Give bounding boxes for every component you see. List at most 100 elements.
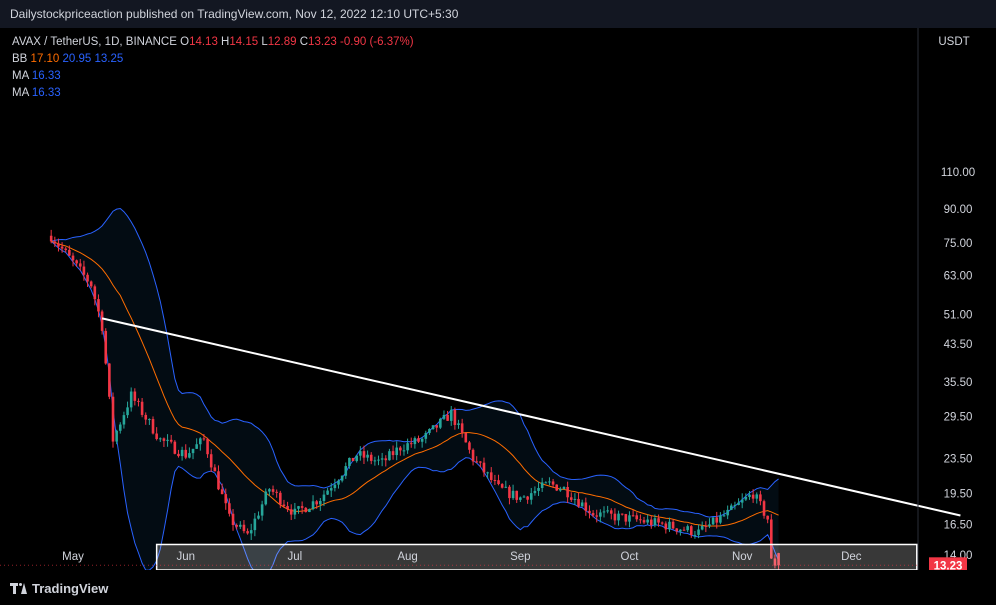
candle-body <box>344 466 348 476</box>
price-tick-label: 43.50 <box>944 339 973 351</box>
candle <box>93 284 97 306</box>
candle <box>555 484 559 492</box>
candle-body <box>526 496 529 500</box>
candle <box>239 521 242 530</box>
descending-trendline[interactable] <box>101 317 961 517</box>
candle-body <box>540 482 544 488</box>
candle <box>300 501 304 514</box>
time-tick-label: Jul <box>288 551 303 563</box>
candle <box>711 517 715 525</box>
candle-body <box>115 430 118 442</box>
legend-ma1-row[interactable]: MA 16.33 <box>12 68 414 85</box>
candle-body <box>246 531 249 534</box>
candle <box>235 523 238 530</box>
time-tick-label: Nov <box>732 551 753 563</box>
candle-body <box>533 490 537 494</box>
time-tick-label: Dec <box>841 551 862 563</box>
candle-body <box>68 249 71 256</box>
candle-body <box>428 429 431 433</box>
candle <box>100 309 104 335</box>
legend-ma2-row[interactable]: MA 16.33 <box>12 85 414 102</box>
candle <box>315 499 318 509</box>
candle-body <box>322 494 326 501</box>
candle <box>740 493 744 509</box>
candle <box>417 435 420 443</box>
candle-body <box>711 517 715 525</box>
candle-body <box>631 515 635 517</box>
candle-body <box>311 501 315 510</box>
candle-body <box>53 241 57 244</box>
candle <box>508 485 511 505</box>
candle-body <box>486 472 489 474</box>
candle-body <box>300 506 304 508</box>
candle <box>493 474 497 486</box>
candle <box>689 524 693 538</box>
candle <box>624 513 628 526</box>
candle-body <box>231 513 235 525</box>
candle <box>231 509 235 531</box>
chart-legend: AVAX / TetherUS, 1D, BINANCE O14.13 H14.… <box>12 34 414 102</box>
candle <box>68 245 71 256</box>
candle <box>71 252 75 267</box>
bollinger-basis-line <box>51 240 779 527</box>
candle-body <box>599 512 602 517</box>
candle-body <box>348 457 351 467</box>
last-price-badge[interactable] <box>929 557 967 570</box>
candle <box>762 499 766 519</box>
candle-body <box>166 439 169 441</box>
time-tick-label: Jun <box>176 551 195 563</box>
candle <box>249 523 253 540</box>
symbol-title[interactable]: AVAX / TetherUS, 1D, BINANCE <box>12 36 177 48</box>
candle <box>151 416 155 435</box>
candle-body <box>522 496 526 498</box>
candle <box>617 510 620 526</box>
candle-body <box>624 514 628 522</box>
candle-body <box>399 447 402 451</box>
candle-body <box>613 513 617 521</box>
candle <box>180 446 184 461</box>
candle <box>220 483 224 495</box>
candle-body <box>671 521 675 529</box>
price-chart[interactable]: USDT 110.00 90.00 75.00 63.00 51.00 43.50 35.50… <box>0 28 996 570</box>
candle-body <box>588 510 591 514</box>
low-label: L <box>261 36 268 48</box>
candle <box>384 455 388 467</box>
candle-body <box>242 524 246 532</box>
candle-body <box>562 486 566 490</box>
candle-body <box>308 509 311 513</box>
candle <box>129 387 133 412</box>
candle <box>613 508 617 525</box>
candle-body <box>508 486 511 499</box>
candle-body <box>220 489 224 495</box>
candle-body <box>329 488 333 491</box>
candle-body <box>337 480 340 485</box>
candle <box>279 490 282 509</box>
time-axis[interactable]: May Jun Jul Aug Sep Oct Nov Dec <box>62 551 862 563</box>
price-axis[interactable]: USDT 110.00 90.00 75.00 63.00 51.00 43.50 35.50… <box>917 28 975 570</box>
candle-body <box>402 450 406 452</box>
candle-body <box>380 458 384 460</box>
candle <box>137 398 140 407</box>
candle-body <box>100 311 104 331</box>
candle-body <box>206 439 209 455</box>
close-value: 13.23 <box>308 36 337 48</box>
tradingview-logo[interactable]: TradingView <box>10 581 108 596</box>
support-zone-box[interactable] <box>155 543 918 570</box>
candle <box>431 425 435 430</box>
candle <box>108 363 111 400</box>
candle <box>471 448 475 466</box>
candle-body <box>191 448 195 454</box>
bollinger-fill <box>51 208 779 570</box>
candle <box>584 497 588 516</box>
last-price-label: 13.23 <box>934 560 963 570</box>
candle <box>722 510 726 517</box>
candle-body <box>548 481 551 483</box>
candle-body <box>755 494 759 499</box>
publisher-text: Dailystockpriceaction published on Tradi… <box>10 7 459 21</box>
time-tick-label: Sep <box>510 551 530 563</box>
candle-body <box>439 418 442 428</box>
candle-body <box>173 441 177 454</box>
legend-bb-row[interactable]: BB 17.10 20.95 13.25 <box>12 51 414 68</box>
candle <box>177 449 180 458</box>
candle-body <box>595 515 599 517</box>
